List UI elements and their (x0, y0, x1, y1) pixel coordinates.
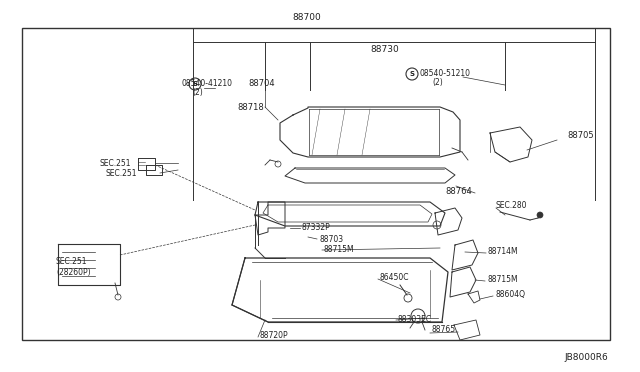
Text: 08540-41210: 08540-41210 (182, 80, 233, 89)
Text: 87332P: 87332P (302, 224, 331, 232)
Text: SEC.251: SEC.251 (105, 170, 136, 179)
Text: 88705: 88705 (567, 131, 594, 140)
Text: 88718: 88718 (237, 103, 264, 112)
Text: 88715M: 88715M (324, 246, 355, 254)
Text: 88730: 88730 (371, 45, 399, 55)
Text: (2): (2) (432, 78, 443, 87)
Text: S: S (193, 81, 198, 87)
Text: 88303EC: 88303EC (398, 314, 432, 324)
Text: 88700: 88700 (292, 13, 321, 22)
Text: SEC.251: SEC.251 (100, 158, 131, 167)
Text: SEC.251: SEC.251 (56, 257, 88, 266)
Text: S: S (410, 71, 415, 77)
Text: (2): (2) (192, 89, 203, 97)
Text: 88704: 88704 (248, 80, 275, 89)
Text: 86450C: 86450C (380, 273, 410, 282)
Text: 88604Q: 88604Q (495, 289, 525, 298)
Text: 88720P: 88720P (260, 331, 289, 340)
Text: 88714M: 88714M (488, 247, 518, 256)
Text: 88703: 88703 (319, 234, 343, 244)
Bar (22, 28, 610, 340)
Text: JB8000R6: JB8000R6 (564, 353, 608, 362)
Circle shape (537, 212, 543, 218)
Text: 88765: 88765 (432, 326, 456, 334)
Text: (28260P): (28260P) (56, 267, 91, 276)
Text: SEC.280: SEC.280 (496, 202, 527, 211)
Text: 08540-51210: 08540-51210 (420, 70, 471, 78)
Text: 88715M: 88715M (487, 275, 518, 283)
Text: 88764: 88764 (445, 187, 472, 196)
